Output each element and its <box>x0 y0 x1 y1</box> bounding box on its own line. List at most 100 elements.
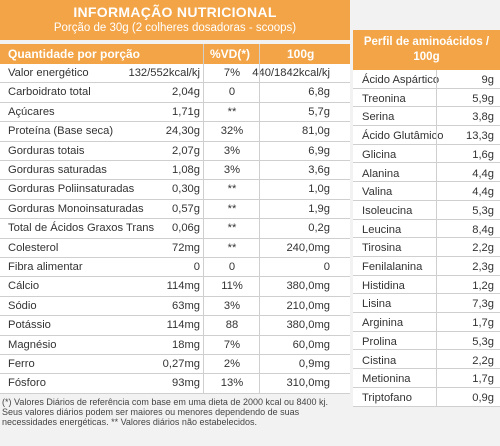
amino-value: 5,3g <box>472 204 494 217</box>
col-per100: 100g <box>287 47 315 61</box>
nutrient-vd: 88 <box>225 319 239 332</box>
nutrient-row: Açúcares 1,71g ** 5,7g <box>0 103 350 123</box>
amino-name: Alanina <box>362 167 400 180</box>
amino-row: Ácido Glutâmico 13,3g <box>353 126 500 145</box>
amino-value: 1,7g <box>472 317 494 330</box>
nutrient-name: Fibra alimentar <box>8 261 83 273</box>
nutrient-row: Gorduras Poliinsaturadas 0,30g ** 1,0g <box>0 180 350 200</box>
nutrient-name: Total de Ácidos Graxos Trans <box>8 222 155 235</box>
nutrient-name: Gorduras saturadas <box>8 164 107 176</box>
nutrient-vd: ** <box>227 183 237 196</box>
nutrient-row: Proteína (Base seca) 24,30g 32% 81,0g <box>0 122 350 142</box>
nutrient-per100: 0 <box>323 261 330 273</box>
nutrition-title: INFORMAÇÃO NUTRICIONAL <box>73 4 277 20</box>
nutrient-vd: 3% <box>223 299 241 312</box>
amino-value: 2,3g <box>472 261 494 273</box>
amino-name: Glicina <box>362 148 397 161</box>
amino-table: Ácido Aspártico 9g Treonina 5,9g Serina 3,8g Á… <box>353 70 500 407</box>
amino-name: Treonina <box>362 92 406 105</box>
nutrient-vd: ** <box>227 202 237 215</box>
nutrient-portion: 24,30g <box>165 125 200 138</box>
nutrient-vd: 7% <box>223 338 241 351</box>
amino-name: Fenilalanina <box>362 261 423 273</box>
nutrient-vd: ** <box>227 241 237 254</box>
col-vd: %VD(*) <box>210 47 251 61</box>
nutrient-vd: 32% <box>220 125 244 138</box>
footnote: (*) Valores Diários de referência com ba… <box>2 397 329 428</box>
amino-row: Triptofano 0,9g <box>353 388 500 407</box>
nutrient-row: Fibra alimentar 0 0 0 <box>0 258 350 278</box>
nutrient-name: Gorduras Poliinsaturadas <box>8 183 135 196</box>
amino-value: 1,7g <box>472 373 494 386</box>
amino-value: 4,4g <box>472 167 494 180</box>
amino-row: Leucina 8,4g <box>353 220 500 239</box>
amino-row: Serina 3,8g <box>353 107 500 127</box>
amino-name: Leucina <box>362 223 402 236</box>
amino-value: 2,2g <box>472 354 494 367</box>
nutrient-row: Gorduras Monoinsaturadas 0,57g ** 1,9g <box>0 200 350 220</box>
nutrient-name: Sódio <box>8 299 37 312</box>
nutrient-portion: 0,27mg <box>162 358 200 370</box>
nutrient-name: Ferro <box>8 358 35 370</box>
amino-row: Ácido Aspártico 9g <box>353 70 500 89</box>
nutrient-row: Valor energético 132/552kcal/kj 7% 440/1842… <box>0 64 350 84</box>
nutrient-name: Gorduras totais <box>8 144 85 157</box>
nutrient-row: Sódio 63mg 3% 210,0mg <box>0 297 350 317</box>
nutrient-vd: ** <box>227 222 237 235</box>
nutrient-portion: 72mg <box>172 241 200 254</box>
nutrient-vd: 3% <box>223 144 241 157</box>
nutrient-row: Total de Ácidos Graxos Trans 0,06g ** 0,2g <box>0 219 350 239</box>
nutrient-vd: ** <box>227 105 237 118</box>
nutrient-per100: 1,9g <box>308 202 330 215</box>
nutrient-per100: 60,0mg <box>292 338 330 351</box>
divider <box>259 44 260 394</box>
nutrient-per100: 81,0g <box>302 125 330 138</box>
nutrient-portion: 93mg <box>172 377 200 390</box>
nutrient-portion: 1,08g <box>172 164 200 176</box>
nutrient-portion: 132/552kcal/kj <box>128 67 200 79</box>
amino-row: Histidina 1,2g <box>353 276 500 295</box>
nutrient-name: Proteína (Base seca) <box>8 125 114 138</box>
nutrient-row: Gorduras totais 2,07g 3% 6,9g <box>0 142 350 161</box>
nutrient-portion: 2,07g <box>172 144 200 157</box>
nutrient-row: Colesterol 72mg ** 240,0mg <box>0 239 350 258</box>
nutrient-per100: 240,0mg <box>286 241 330 254</box>
amino-row: Cistina 2,2g <box>353 351 500 370</box>
amino-value: 0,9g <box>472 391 494 404</box>
nutrition-column-header: Quantidade por porção %VD(*) 100g <box>0 44 350 64</box>
nutrient-vd: 0 <box>228 261 236 273</box>
nutrient-name: Cálcio <box>8 280 40 293</box>
amino-value: 7,3g <box>472 298 494 311</box>
amino-row: Alanina 4,4g <box>353 164 500 183</box>
nutrient-per100: 6,9g <box>308 144 330 157</box>
divider <box>203 44 204 394</box>
nutrient-portion: 0,30g <box>172 183 200 196</box>
amino-row: Treonina 5,9g <box>353 89 500 108</box>
amino-value: 8,4g <box>472 223 494 236</box>
nutrient-name: Carboidrato total <box>8 86 91 99</box>
nutrient-portion: 2,04g <box>172 86 200 99</box>
amino-row: Tirosina 2,2g <box>353 238 500 257</box>
amino-name: Metionina <box>362 373 411 386</box>
nutrient-portion: 0,06g <box>172 222 200 235</box>
amino-row: Valina 4,4g <box>353 182 500 201</box>
amino-row: Prolina 5,3g <box>353 332 500 351</box>
amino-value: 13,3g <box>466 130 494 143</box>
amino-name: Triptofano <box>362 391 412 404</box>
nutrient-per100: 380,0mg <box>286 319 330 332</box>
col-quantity: Quantidade por porção <box>8 47 141 61</box>
nutrient-row: Magnésio 18mg 7% 60,0mg <box>0 336 350 355</box>
serving-size: Porção de 30g (2 colheres dosadoras - sc… <box>53 22 297 34</box>
nutrient-vd: 11% <box>221 280 243 293</box>
amino-value: 9g <box>481 74 494 86</box>
nutrient-row: Cálcio 114mg 11% 380,0mg <box>0 277 350 297</box>
amino-name: Cistina <box>362 354 397 367</box>
nutrient-per100: 0,9mg <box>298 358 330 370</box>
nutrient-portion: 114mg <box>166 319 200 332</box>
nutrient-vd: 13% <box>220 377 244 390</box>
nutrient-per100: 1,0g <box>308 183 330 196</box>
nutrient-name: Colesterol <box>8 241 59 254</box>
amino-value: 5,9g <box>472 92 494 105</box>
amino-value: 1,6g <box>472 148 494 161</box>
amino-value: 2,2g <box>472 242 494 255</box>
